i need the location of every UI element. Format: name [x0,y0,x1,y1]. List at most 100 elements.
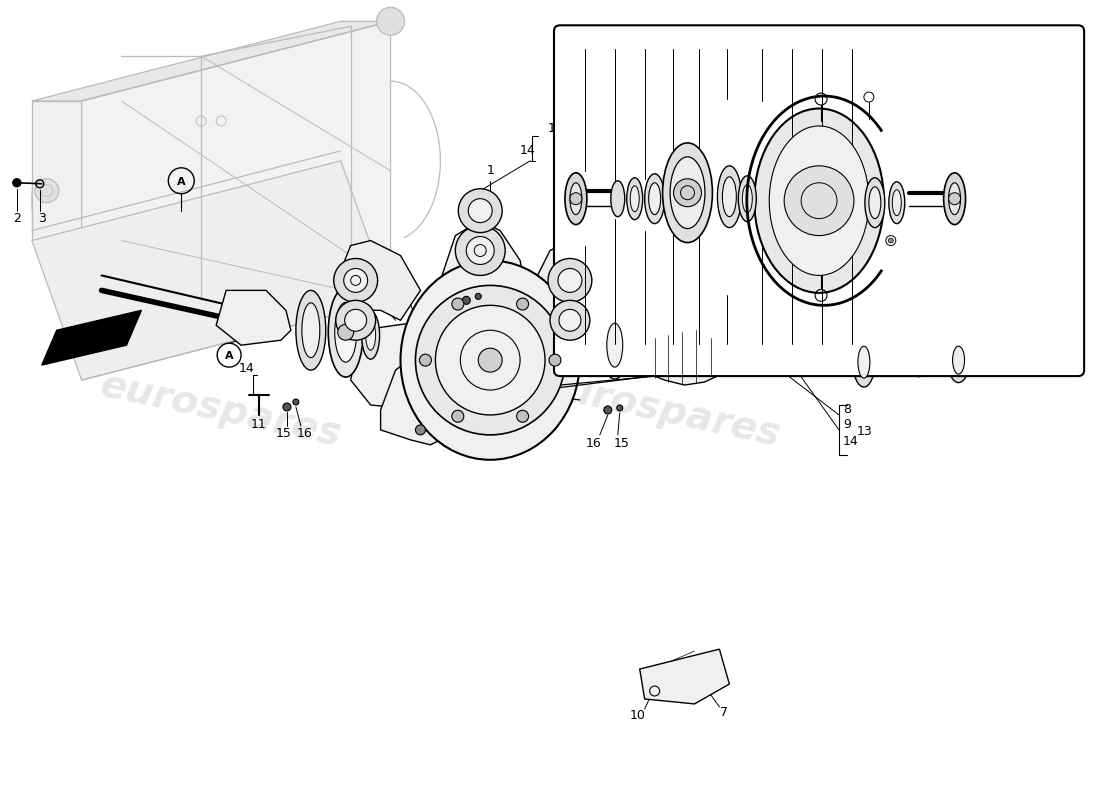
Text: 15: 15 [276,427,292,440]
Circle shape [35,178,58,202]
Circle shape [466,237,494,265]
Circle shape [784,166,854,235]
Circle shape [948,193,960,205]
Text: 3: 3 [37,212,46,225]
Ellipse shape [858,346,870,378]
Circle shape [549,354,561,366]
Ellipse shape [328,287,363,377]
Ellipse shape [869,186,881,218]
Circle shape [469,198,492,222]
Text: 16: 16 [586,438,602,450]
Text: 33: 33 [692,346,707,360]
Text: 19: 19 [844,34,860,48]
Ellipse shape [610,181,625,217]
Text: 7: 7 [720,706,728,719]
Polygon shape [32,22,390,101]
Polygon shape [640,328,719,385]
Circle shape [604,406,612,414]
Circle shape [452,410,464,422]
Text: 11: 11 [251,418,267,431]
Ellipse shape [892,190,901,216]
Text: 26: 26 [664,346,681,360]
Ellipse shape [670,157,705,229]
Ellipse shape [947,338,969,382]
Circle shape [517,410,529,422]
Text: 21: 21 [755,346,770,360]
Polygon shape [535,241,590,320]
Circle shape [343,269,367,292]
Circle shape [517,298,529,310]
Ellipse shape [738,176,757,222]
Text: 14: 14 [843,435,859,448]
Polygon shape [81,22,390,380]
Ellipse shape [570,182,582,214]
Text: 1: 1 [486,164,494,178]
Ellipse shape [630,323,649,367]
Text: 21: 21 [692,34,707,48]
Ellipse shape [769,126,869,275]
Ellipse shape [607,323,623,367]
Text: 20: 20 [637,34,652,48]
Text: 29: 29 [784,346,800,360]
Text: 24: 24 [578,346,593,360]
Text: 32: 32 [784,34,800,48]
Circle shape [416,425,426,435]
Ellipse shape [362,311,380,359]
Text: 30: 30 [719,34,735,48]
Text: 8: 8 [843,403,851,417]
Ellipse shape [630,186,639,212]
Text: 12: 12 [548,122,564,135]
Circle shape [283,403,290,411]
Circle shape [376,7,405,35]
Circle shape [475,294,481,299]
Circle shape [570,193,582,205]
Circle shape [462,296,471,304]
Text: eurospares: eurospares [536,366,784,454]
Circle shape [455,226,505,275]
Circle shape [364,274,396,306]
Text: A: A [224,351,233,361]
Ellipse shape [723,177,736,217]
Circle shape [419,354,431,366]
Text: 18: 18 [607,34,623,48]
Text: 22: 22 [664,34,681,48]
Ellipse shape [565,173,587,225]
Text: 16: 16 [442,330,459,344]
Ellipse shape [662,143,713,242]
Ellipse shape [742,185,752,213]
Ellipse shape [717,166,741,228]
Text: 16: 16 [297,427,312,440]
Text: 5: 5 [439,286,448,299]
Circle shape [789,362,799,372]
Circle shape [338,324,354,340]
Polygon shape [351,320,460,410]
Text: 4: 4 [373,286,381,299]
Text: 23: 23 [607,346,623,360]
Polygon shape [32,101,81,241]
Circle shape [478,348,503,372]
Circle shape [673,178,702,206]
Text: 9: 9 [843,418,851,431]
Ellipse shape [889,182,905,224]
Text: 15: 15 [469,330,484,344]
Polygon shape [217,290,290,345]
Circle shape [293,399,299,405]
Circle shape [13,178,21,186]
Ellipse shape [627,178,642,220]
Circle shape [617,405,623,411]
Text: eurospares: eurospares [97,366,345,454]
Text: 31: 31 [755,34,770,48]
Ellipse shape [296,290,326,370]
Polygon shape [381,355,471,445]
Circle shape [550,300,590,340]
Circle shape [559,310,581,331]
Ellipse shape [948,182,960,214]
Ellipse shape [645,174,664,224]
Text: A: A [177,177,186,186]
Polygon shape [640,649,729,704]
Ellipse shape [301,303,320,358]
Circle shape [889,238,893,243]
Ellipse shape [953,346,965,374]
Text: 20: 20 [814,34,830,48]
Circle shape [548,258,592,302]
